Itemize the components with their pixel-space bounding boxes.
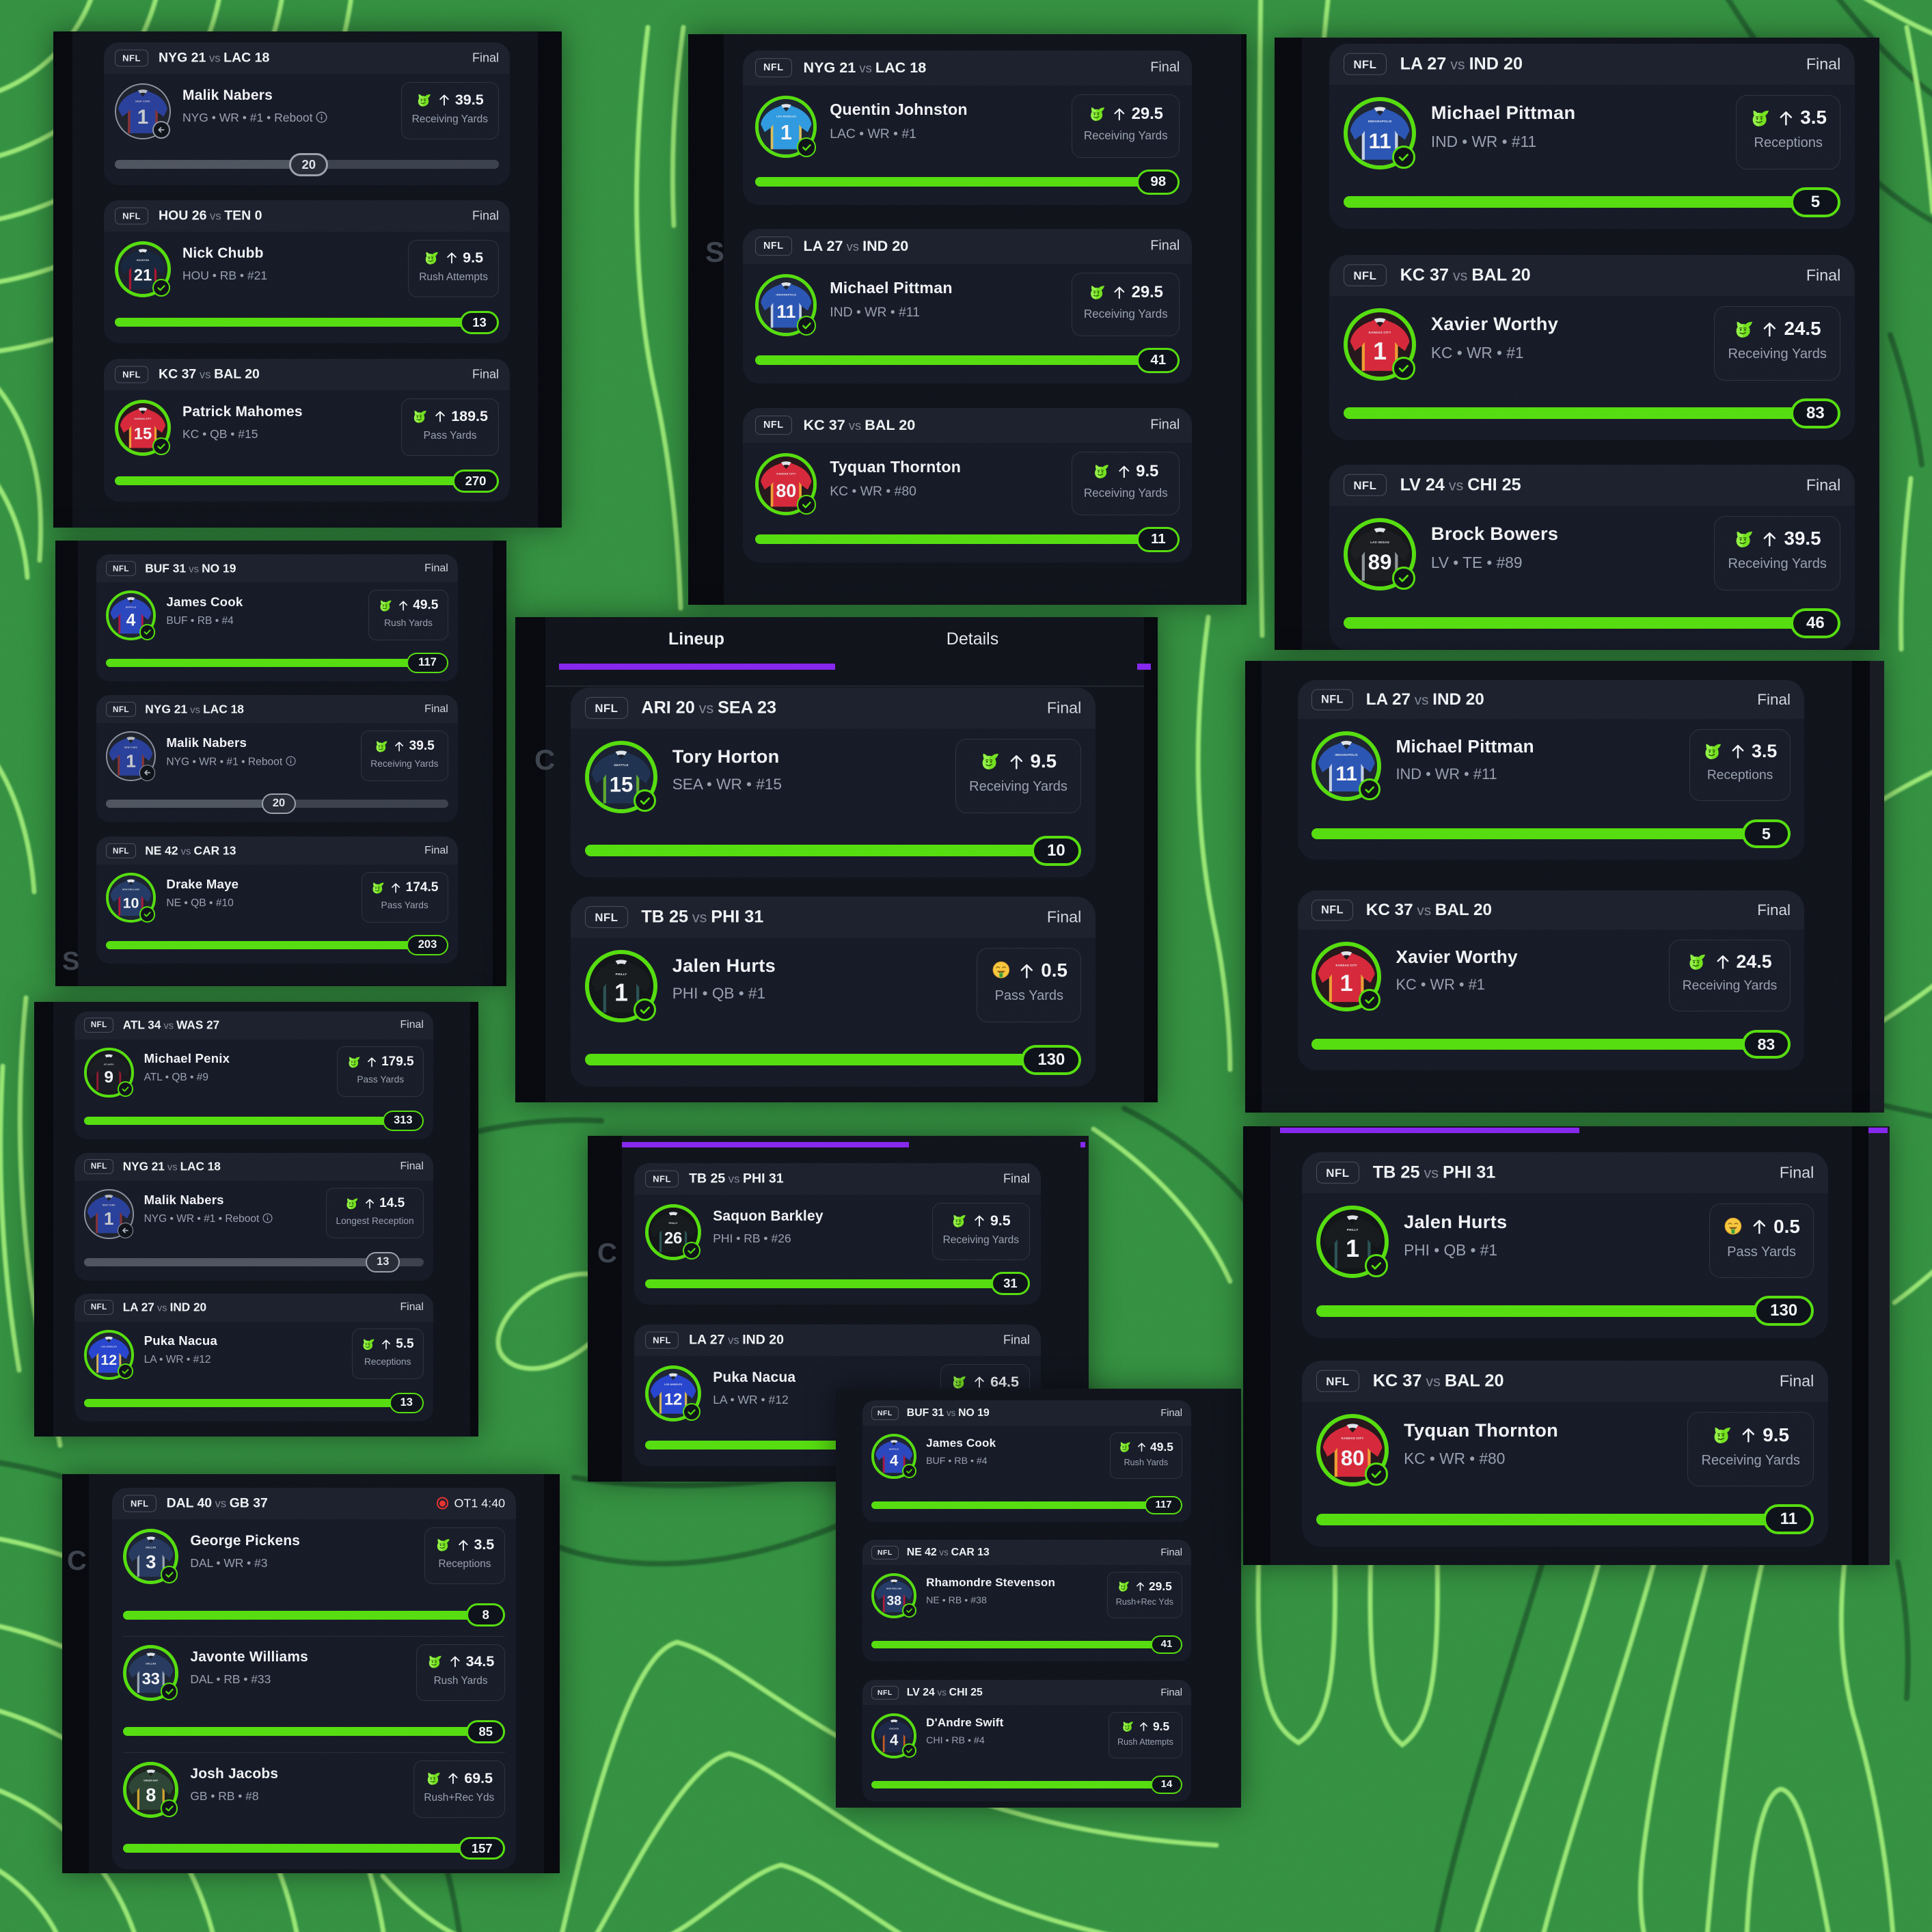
- svg-text:80: 80: [776, 480, 796, 501]
- svg-text:LOS ANGELES: LOS ANGELES: [101, 1345, 117, 1348]
- svg-text:PHILLY: PHILLY: [615, 972, 627, 976]
- svg-text:38: 38: [886, 1594, 901, 1608]
- svg-text:10: 10: [123, 895, 139, 912]
- svg-text:GREEN BAY: GREEN BAY: [144, 1780, 159, 1782]
- svg-text:1: 1: [1373, 337, 1387, 364]
- svg-text:4: 4: [890, 1452, 899, 1469]
- svg-text:CHICAGO: CHICAGO: [889, 1727, 899, 1730]
- svg-text:NEW YORK: NEW YORK: [135, 100, 150, 103]
- svg-text:1: 1: [126, 751, 136, 772]
- svg-text:15: 15: [609, 772, 633, 796]
- svg-text:NEW YORK: NEW YORK: [124, 746, 138, 749]
- svg-text:PHILLY: PHILLY: [669, 1222, 678, 1225]
- svg-text:INDIANAPOLIS: INDIANAPOLIS: [1335, 753, 1358, 757]
- svg-text:LOS ANGELES: LOS ANGELES: [776, 115, 796, 118]
- svg-text:NEW ENGLAND: NEW ENGLAND: [886, 1587, 901, 1590]
- svg-text:8: 8: [146, 1784, 156, 1805]
- svg-text:11: 11: [1335, 763, 1357, 785]
- svg-text:12: 12: [664, 1391, 682, 1409]
- svg-text:4: 4: [890, 1731, 899, 1748]
- svg-text:1: 1: [780, 121, 792, 144]
- svg-text:26: 26: [664, 1229, 682, 1248]
- svg-text:NEW ENGLAND: NEW ENGLAND: [122, 888, 140, 891]
- svg-text:15: 15: [134, 425, 152, 444]
- svg-text:1: 1: [1346, 1235, 1359, 1262]
- svg-text:INDIANAPOLIS: INDIANAPOLIS: [1368, 120, 1391, 123]
- svg-text:4: 4: [126, 612, 136, 630]
- svg-text:DALLAS: DALLAS: [146, 1663, 156, 1665]
- svg-text:LAS VEGAS: LAS VEGAS: [1370, 541, 1389, 544]
- svg-text:KANSAS CITY: KANSAS CITY: [1368, 331, 1391, 334]
- svg-text:11: 11: [776, 301, 795, 322]
- svg-text:BUFFALO: BUFFALO: [126, 606, 137, 609]
- svg-text:1: 1: [614, 979, 628, 1006]
- svg-text:BUFFALO: BUFFALO: [889, 1447, 899, 1450]
- svg-text:80: 80: [1341, 1446, 1365, 1470]
- svg-text:KANSAS CITY: KANSAS CITY: [1335, 964, 1357, 967]
- svg-text:PHILLY: PHILLY: [1346, 1228, 1358, 1232]
- svg-text:ATLANTA: ATLANTA: [104, 1063, 115, 1065]
- svg-text:21: 21: [134, 267, 152, 285]
- svg-text:INDIANAPOLIS: INDIANAPOLIS: [776, 293, 796, 297]
- svg-text:HOUSTON: HOUSTON: [137, 259, 150, 262]
- svg-text:LOS ANGELES: LOS ANGELES: [664, 1383, 683, 1386]
- svg-text:KANSAS CITY: KANSAS CITY: [776, 472, 795, 476]
- svg-text:KANSAS CITY: KANSAS CITY: [135, 418, 152, 420]
- svg-text:3: 3: [146, 1551, 156, 1572]
- svg-text:11: 11: [1368, 128, 1391, 152]
- svg-text:DALLAS: DALLAS: [146, 1546, 156, 1549]
- svg-text:NEW YORK: NEW YORK: [103, 1204, 116, 1207]
- svg-text:1: 1: [1340, 970, 1353, 996]
- svg-text:89: 89: [1368, 549, 1391, 573]
- svg-text:33: 33: [142, 1671, 160, 1689]
- svg-text:1: 1: [137, 106, 148, 128]
- svg-text:SEATTLE: SEATTLE: [614, 763, 628, 767]
- svg-text:KANSAS CITY: KANSAS CITY: [1341, 1437, 1363, 1440]
- svg-text:12: 12: [101, 1352, 118, 1368]
- svg-text:1: 1: [104, 1208, 113, 1229]
- svg-text:9: 9: [105, 1068, 114, 1087]
